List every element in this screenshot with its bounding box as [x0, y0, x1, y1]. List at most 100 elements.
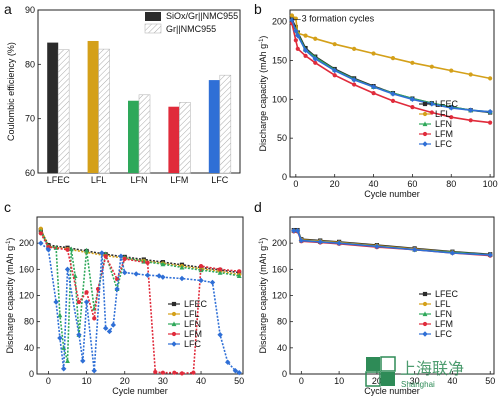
panel-b-point-lfc	[295, 32, 301, 39]
bar-lfc-gr	[219, 74, 232, 174]
panel-b-point-lfl	[468, 72, 473, 77]
bar-lfec-gr	[57, 49, 70, 174]
legend-label-siox: SiOx/Gr||NMC955	[166, 11, 238, 21]
panel-d-xtick-label: 40	[447, 376, 457, 386]
panel-c-point-lfc	[232, 368, 239, 374]
panel-b-ylabel: Discharge capacity (mAh g-1)	[258, 36, 268, 152]
panel-d-ylabel: Discharge capacity (mAh g-1)	[258, 238, 268, 354]
panel-b-series-line-lfc	[291, 19, 491, 113]
panel-a-ytick-label: 70	[25, 114, 35, 124]
panel-b-xtick-label: 0	[293, 179, 298, 189]
panel-c-point-lfm	[38, 231, 43, 236]
panel-c-point-lfm	[179, 371, 185, 376]
bar-lfm-siox	[168, 106, 180, 173]
panel-c-point-lfc	[106, 328, 113, 335]
panel-c-point-lfc	[61, 366, 67, 372]
panel-b-legend-label-lfc: LFC	[435, 139, 453, 149]
panel-c-point-lfc	[38, 240, 44, 246]
panel-d-legend-marker-lfl	[422, 301, 428, 307]
panel-c-point-lfc	[83, 299, 90, 305]
panel-c-point-lfc	[217, 332, 223, 338]
panel-a-ytick-label: 60	[25, 168, 35, 178]
panel-b-point-lfl	[410, 60, 415, 65]
panel-c-point-lfc	[122, 269, 128, 276]
panel-d-letter: d	[254, 199, 262, 215]
panel-a-ylabel: Coulombic efficiency (%)	[6, 42, 16, 141]
panel-d-xlabel: Cycle number	[364, 386, 420, 396]
panel-c-legend-marker-lfc	[171, 341, 177, 347]
panel-b-legend-marker-lfl	[422, 111, 428, 117]
panel-b-point-lfc	[302, 47, 309, 54]
panel-a-category-label: LFL	[91, 175, 107, 185]
panel-c-point-lfm	[198, 263, 204, 269]
panel-b-point-lfl	[429, 64, 434, 69]
panel-b-point-lfc	[409, 96, 416, 103]
panel-c-point-lfm	[191, 370, 196, 375]
panel-b-point-lfc	[289, 17, 295, 23]
panel-b-xlabel: Cycle number	[364, 189, 420, 199]
panel-d-ytick-label: 40	[277, 343, 287, 353]
panel-b-point-lfc	[448, 105, 454, 111]
panel-b-xtick-label: 80	[446, 179, 456, 189]
panel-c-point-lfn	[217, 270, 223, 275]
legend-label-gr: Gr||NMC955	[166, 24, 216, 34]
panel-b-legend-marker-lfc	[422, 141, 428, 147]
panel-c-ytick-label: 120	[19, 291, 34, 301]
panel-b-point-lfm	[371, 91, 376, 96]
bar-lfn-siox	[128, 100, 139, 173]
panel-c-point-lfn	[65, 358, 70, 364]
panel-b-point-lfm	[332, 73, 337, 78]
panel-c-xtick-label: 30	[158, 376, 168, 386]
panel-b-legend-marker-lfm	[422, 131, 428, 137]
panel-c-point-lfc	[209, 279, 216, 286]
panel-c-xtick-label: 20	[120, 376, 130, 386]
bar-lfn-gr	[138, 94, 151, 174]
panel-c-point-lfc	[76, 332, 82, 338]
panel-a-letter: a	[4, 1, 12, 17]
panel-b-series-line-lfl	[291, 14, 491, 80]
panel-d-legend-label-lfc: LFC	[435, 329, 453, 339]
panel-c-point-lfm	[218, 267, 223, 272]
panel-d-point-lfc	[336, 240, 342, 246]
panel-b-point-lfc	[293, 28, 299, 34]
panel-c-point-lfc	[64, 266, 71, 273]
panel-b-point-lfm	[410, 104, 415, 110]
panel-c-xlabel: Cycle number	[112, 386, 168, 396]
panel-c-point-lfc	[102, 325, 109, 331]
panel-b-plot-frame	[289, 9, 495, 178]
panel-b-legend-label-lfec: LFEC	[435, 99, 459, 109]
panel-d-ytick-label: 80	[277, 317, 287, 327]
watermark-sub: Shanghai	[401, 380, 435, 389]
panel-b-ytick-label: 150	[272, 55, 287, 65]
panel-d-legend-label-lfm: LFM	[435, 319, 453, 329]
panel-b-ytick-label: 0	[282, 172, 287, 182]
panel-c-ytick-label: 40	[24, 343, 34, 353]
panel-b-xtick-label: 60	[407, 179, 417, 189]
panel-c-point-lfm	[237, 269, 242, 274]
panel-c-point-lfm	[122, 256, 127, 261]
panel-b-point-lfl	[289, 13, 295, 18]
panel-b-legend-label-lfn: LFN	[435, 119, 452, 129]
panel-c-ytick-label: 80	[24, 317, 34, 327]
panel-d-legend-marker-lfm	[422, 321, 428, 327]
panel-c-point-lfm	[160, 370, 165, 375]
panel-b-point-lfc	[351, 77, 357, 83]
panel-b-point-lfc	[467, 107, 474, 113]
bar-lfec-siox	[47, 42, 59, 173]
panel-a-category-label: LFN	[130, 175, 147, 185]
panel-d-legend-marker-lfec	[422, 291, 428, 297]
panel-c-xtick-label: 40	[196, 376, 206, 386]
panel-d-xtick-label: 20	[372, 376, 382, 386]
panel-a-category-label: LFC	[211, 175, 229, 185]
panel-c-point-lfc	[53, 299, 59, 305]
panel-c-point-lfn	[72, 273, 78, 278]
panel-b-point-lfl	[371, 51, 376, 56]
panel-c-ytick-label: 200	[19, 238, 34, 248]
panel-c-point-lfm	[76, 299, 82, 305]
panel-c-point-lfc	[57, 335, 63, 341]
panel-b-point-lfc	[331, 67, 338, 74]
panel-c-point-lfm	[92, 316, 97, 321]
legend-swatch-siox	[145, 12, 161, 21]
panel-c-legend-marker-lfm	[171, 331, 177, 337]
